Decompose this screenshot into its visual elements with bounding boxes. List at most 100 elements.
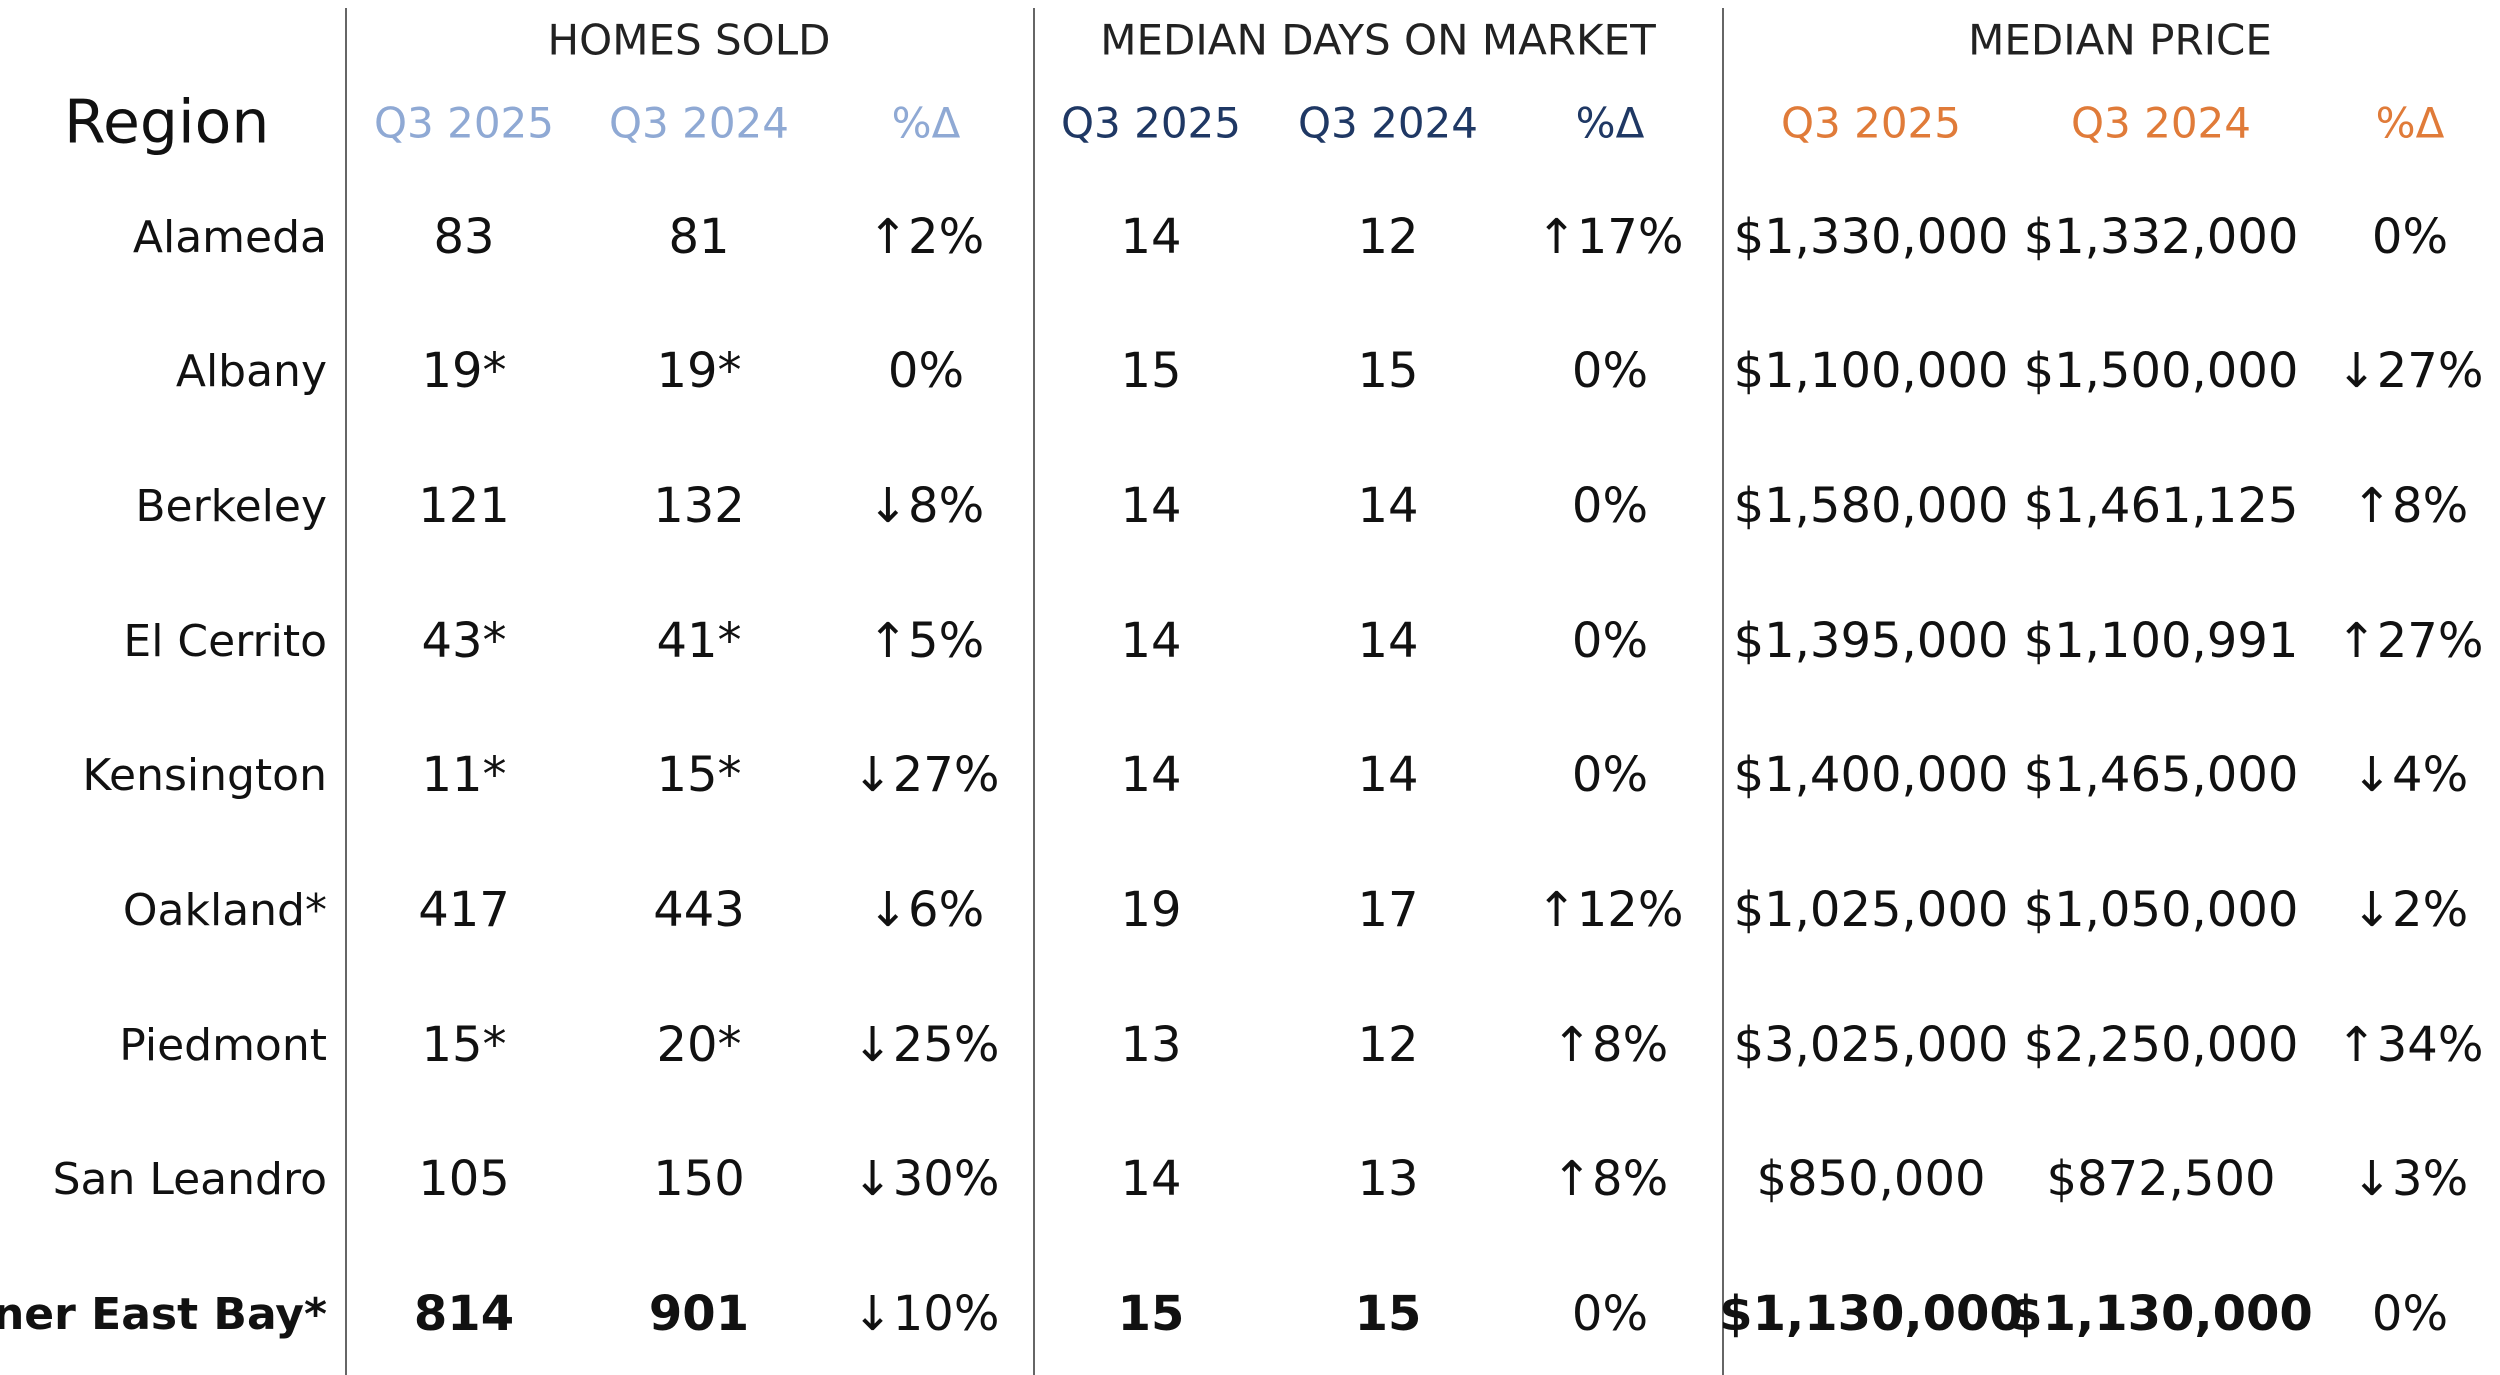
cell: 20* [656,1017,741,1073]
cell: 0% [1572,613,1648,669]
cell: 43* [421,613,506,669]
region-name: Piedmont [119,1020,327,1071]
group-title: MEDIAN PRICE [1968,16,2272,65]
cell: 417 [418,882,510,938]
cell: ↓30% [853,1151,1000,1207]
cell: 14 [1357,478,1418,534]
region-name: Berkeley [135,481,327,532]
cell: ↑8% [1552,1017,1668,1073]
cell: 814 [414,1286,514,1342]
cell: ↓3% [2352,1151,2468,1207]
cell: ↓10% [853,1286,1000,1342]
cell: ↑8% [2352,478,2468,534]
cell: ↑5% [868,613,984,669]
column-header: %Δ [2376,99,2445,148]
cell: $1,130,000 [2009,1286,2313,1342]
cell: 150 [653,1151,745,1207]
cell: $2,250,000 [2024,1017,2299,1073]
column-header: Q3 2025 [1061,99,1241,148]
cell: ↓4% [2352,747,2468,803]
region-name: Inner East Bay* [0,1289,327,1340]
region-header: Region [64,88,269,158]
cell: $1,400,000 [1734,747,2009,803]
region-name: Oakland* [123,885,327,936]
cell: 14 [1120,613,1181,669]
cell: 41* [656,613,741,669]
cell: 15 [1357,343,1418,399]
cell: $1,100,991 [2024,613,2299,669]
cell: 19* [656,343,741,399]
cell: ↑12% [1537,882,1684,938]
group-title: HOMES SOLD [548,16,831,65]
cell: ↓25% [853,1017,1000,1073]
cell: $1,025,000 [1734,882,2009,938]
cell: $3,025,000 [1734,1017,2009,1073]
cell: $1,050,000 [2024,882,2299,938]
region-name: El Cerrito [123,616,327,667]
cell: ↑17% [1537,209,1684,265]
cell: 0% [2372,209,2448,265]
cell: 19 [1120,882,1181,938]
column-header: Q3 2024 [609,99,789,148]
cell: 132 [653,478,745,534]
cell: 15 [1355,1286,1422,1342]
column-header: Q3 2025 [1781,99,1961,148]
cell: $1,130,000 [1719,1286,2023,1342]
cell: $1,395,000 [1734,613,2009,669]
cell: 15* [656,747,741,803]
cell: 17 [1357,882,1418,938]
column-header: %Δ [1576,99,1645,148]
cell: 12 [1357,209,1418,265]
column-header: Q3 2025 [374,99,554,148]
cell: ↑27% [2337,613,2484,669]
cell: $872,500 [2046,1151,2275,1207]
cell: $1,461,125 [2024,478,2299,534]
column-header: Q3 2024 [1298,99,1478,148]
cell: 13 [1357,1151,1418,1207]
cell: 19* [421,343,506,399]
cell: ↓2% [2352,882,2468,938]
cell: ↑2% [868,209,984,265]
cell: ↓6% [868,882,984,938]
cell: 0% [1572,747,1648,803]
cell: ↓27% [2337,343,2484,399]
cell: 0% [2372,1286,2448,1342]
cell: 14 [1120,1151,1181,1207]
cell: 15* [421,1017,506,1073]
cell: 12 [1357,1017,1418,1073]
cell: 15 [1118,1286,1185,1342]
region-name: San Leandro [53,1154,327,1205]
cell: 105 [418,1151,510,1207]
cell: 81 [668,209,729,265]
region-name: Albany [176,346,327,397]
cell: $1,580,000 [1734,478,2009,534]
cell: 0% [1572,343,1648,399]
cell: ↑34% [2337,1017,2484,1073]
cell: $1,330,000 [1734,209,2009,265]
group-title: MEDIAN DAYS ON MARKET [1100,16,1656,65]
cell: ↓8% [868,478,984,534]
cell: ↑8% [1552,1151,1668,1207]
cell: 14 [1120,747,1181,803]
cell: 14 [1120,209,1181,265]
column-header: Q3 2024 [2071,99,2251,148]
cell: 11* [421,747,506,803]
cell: 14 [1357,747,1418,803]
cell: $1,500,000 [2024,343,2299,399]
cell: $1,332,000 [2024,209,2299,265]
region-name: Alameda [133,212,327,263]
cell: 14 [1357,613,1418,669]
cell: 0% [888,343,964,399]
cell: 121 [418,478,510,534]
cell: ↓27% [853,747,1000,803]
cell: $1,100,000 [1734,343,2009,399]
cell: $850,000 [1756,1151,1985,1207]
cell: 0% [1572,1286,1648,1342]
region-name: Kensington [82,750,327,801]
cell: $1,465,000 [2024,747,2299,803]
cell: 83 [433,209,494,265]
cell: 443 [653,882,745,938]
cell: 14 [1120,478,1181,534]
cell: 0% [1572,478,1648,534]
